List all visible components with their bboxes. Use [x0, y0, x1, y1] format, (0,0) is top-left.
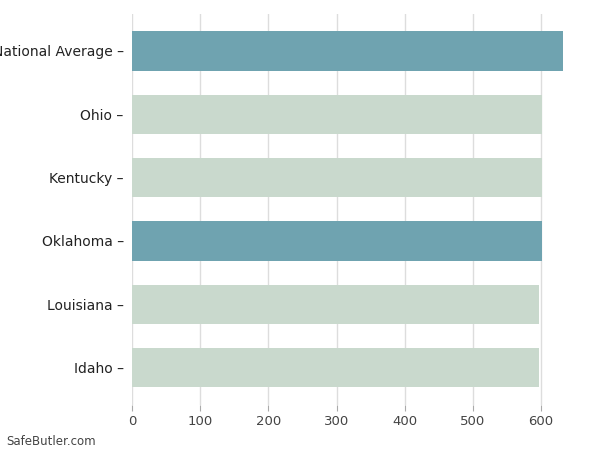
Bar	[132, 284, 539, 324]
Bar	[132, 32, 563, 71]
Text: SafeButler.com: SafeButler.com	[6, 435, 95, 448]
Bar	[132, 221, 542, 261]
Bar	[132, 158, 542, 197]
Bar	[132, 94, 542, 134]
Bar	[132, 348, 539, 387]
